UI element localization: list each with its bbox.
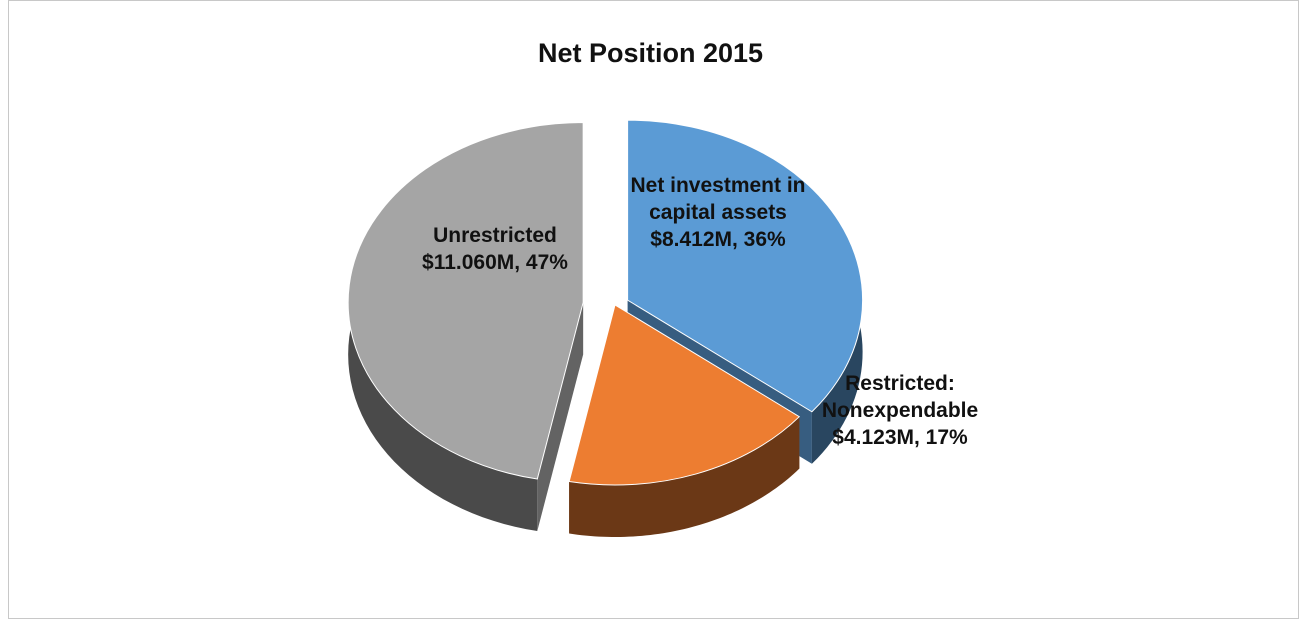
chart-title: Net Position 2015	[537, 38, 764, 68]
slice	[627, 119, 864, 413]
category-label: Net investment in capital assets	[630, 174, 806, 224]
value-label: $11.060M, 47%	[422, 251, 568, 274]
slice-side	[537, 302, 584, 532]
value-label: $8.412M, 36%	[650, 228, 786, 251]
value-label: $4.123M, 17%	[832, 426, 968, 449]
data-label: Unrestricted $11.060M, 47%	[385, 222, 605, 276]
slice	[568, 304, 801, 486]
slice-tops	[347, 119, 864, 486]
slice	[347, 121, 584, 480]
category-label: Unrestricted	[433, 224, 557, 247]
data-label: Net investment in capital assets $8.412M,…	[608, 172, 828, 253]
slice-wall	[569, 416, 800, 537]
category-label: Restricted: Nonexpendable	[821, 372, 979, 422]
data-label: Restricted: Nonexpendable $4.123M, 17%	[800, 370, 1000, 451]
